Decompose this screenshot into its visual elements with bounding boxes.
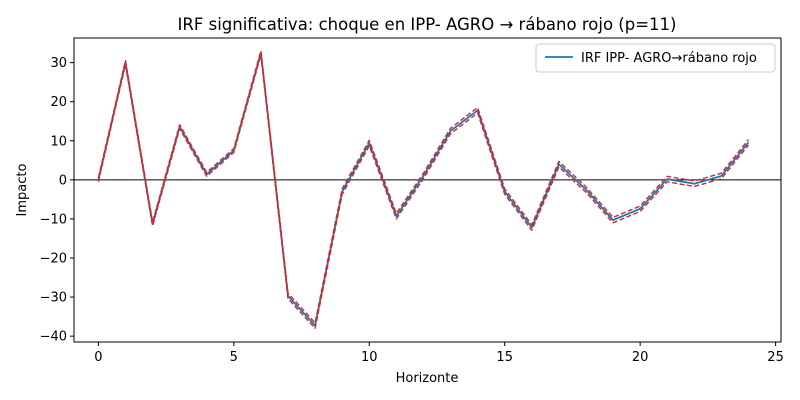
- y-tick-label: −10: [40, 212, 67, 227]
- y-axis-label: Impacto: [15, 164, 30, 217]
- upper-bound-line: [97, 50, 750, 324]
- legend-label: IRF IPP- AGRO→rábano rojo: [581, 51, 757, 66]
- y-tick-label: −30: [40, 291, 67, 306]
- y-tick-label: −40: [40, 330, 67, 345]
- x-axis: 0 5 10 15 20 25: [94, 342, 784, 365]
- plot-area: [73, 37, 782, 343]
- x-tick-label: 25: [767, 350, 784, 365]
- irf-line: [97, 51, 750, 327]
- x-tick-label: 0: [94, 350, 102, 365]
- x-tick-label: 15: [496, 350, 513, 365]
- plot-frame: [73, 37, 782, 343]
- y-tick-label: 10: [50, 134, 67, 149]
- y-axis: −40 −30 −20 −10 0 10 20 30: [40, 56, 74, 345]
- x-axis-label: Horizonte: [396, 371, 459, 386]
- legend: IRF IPP- AGRO→rábano rojo: [535, 43, 776, 73]
- x-tick-label: 20: [632, 350, 649, 365]
- lower-bound-line: [97, 54, 750, 330]
- x-tick-label: 5: [230, 350, 238, 365]
- x-tick-label: 10: [361, 350, 378, 365]
- chart-title: IRF significativa: choque en IPP- AGRO →…: [178, 15, 677, 34]
- y-tick-label: 0: [59, 173, 67, 188]
- y-tick-label: 20: [50, 95, 67, 110]
- y-tick-label: −20: [40, 251, 67, 266]
- y-tick-label: 30: [50, 56, 67, 71]
- legend-box: [535, 43, 776, 73]
- plot-background: [74, 38, 781, 342]
